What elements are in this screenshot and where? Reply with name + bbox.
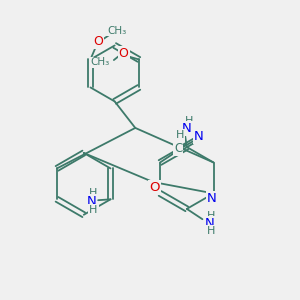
Text: N: N — [182, 122, 192, 135]
Text: CH₃: CH₃ — [90, 57, 110, 68]
Text: N: N — [86, 195, 96, 208]
Text: N: N — [207, 192, 217, 205]
Text: N: N — [194, 130, 204, 143]
Text: O: O — [118, 47, 128, 60]
Text: H: H — [89, 188, 98, 197]
Text: CH₃: CH₃ — [107, 26, 126, 36]
Text: C: C — [174, 142, 182, 155]
Text: H: H — [176, 130, 184, 140]
Text: O: O — [149, 182, 160, 194]
Text: H: H — [185, 116, 193, 126]
Text: O: O — [94, 35, 103, 48]
Text: H: H — [89, 205, 98, 215]
Text: H: H — [207, 226, 215, 236]
Text: N: N — [205, 217, 214, 230]
Text: H: H — [207, 211, 215, 221]
